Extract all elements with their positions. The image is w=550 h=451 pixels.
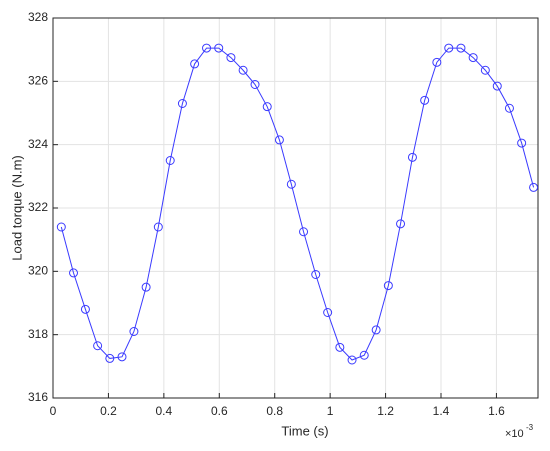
data-marker [504,103,514,113]
data-marker [141,282,151,292]
data-marker [371,325,381,335]
data-marker [129,327,139,336]
y-tick-label: 324 [28,137,48,151]
x-tick-label: 1.4 [433,404,450,418]
x-axis-label: Time (s) [281,423,328,438]
data-marker [286,179,296,189]
data-marker [226,53,236,63]
data-marker [432,57,442,67]
y-tick-label: 320 [28,264,48,278]
y-tick-label: 322 [28,200,48,214]
x-multiplier-exponent: -3 [526,423,534,432]
data-marker [456,43,466,53]
x-tick-label: 1.6 [488,404,505,418]
data-marker [105,353,115,363]
data-marker [383,281,393,291]
x-tick-label: 1.2 [377,404,394,418]
data-marker [165,156,175,165]
x-tick-label: 0.8 [266,404,283,418]
data-marker [117,352,127,362]
data-marker [93,341,103,351]
data-marker [190,59,200,69]
x-multiplier-base: ×10 [505,428,524,440]
axes-box [52,17,539,399]
y-tick-label: 316 [28,390,48,404]
data-marker [177,99,187,108]
x-tick-label: 0.6 [211,404,228,418]
data-marker [335,342,345,352]
x-tick-label: 0.4 [156,404,173,418]
data-marker [80,304,90,314]
x-tick-label: 0.2 [100,404,117,418]
data-marker [262,102,272,112]
data-marker [492,81,502,91]
data-marker [299,227,309,237]
data-marker [202,43,212,53]
data-marker [238,65,248,75]
data-marker [347,355,357,365]
data-marker [323,308,333,317]
data-marker [420,95,430,105]
data-line [60,47,535,361]
data-marker [214,43,224,53]
data-marker [444,43,454,53]
data-marker [311,270,321,279]
data-marker [517,138,527,148]
x-tick-label: 1 [327,404,334,418]
data-marker [407,152,417,162]
data-marker [56,222,66,232]
data-marker [69,268,79,278]
data-marker [480,65,490,75]
y-axis-label: Load torque (N.m) [9,155,24,261]
y-tick-label: 328 [28,10,48,24]
data-marker [529,182,539,192]
data-marker [468,53,478,63]
data-marker [396,219,406,229]
data-marker [250,80,260,89]
data-marker [274,135,284,145]
y-tick-label: 318 [28,327,48,341]
data-marker [359,350,369,360]
x-tick-label: 0 [50,404,57,418]
y-tick-label: 326 [28,74,48,88]
data-marker [153,222,163,232]
